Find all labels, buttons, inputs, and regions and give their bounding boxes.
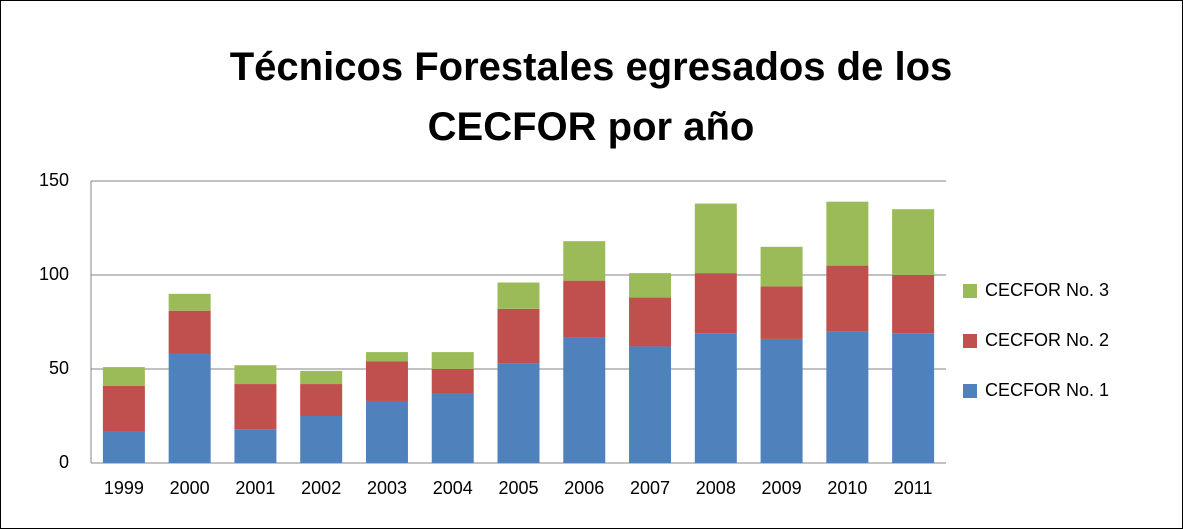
bar-segment [431,352,474,369]
bar-segment [629,346,672,463]
x-tick-label: 1999 [104,478,144,498]
y-tick-label: 0 [59,452,69,472]
bar-segment [826,331,869,463]
x-tick-label: 2001 [235,478,275,498]
bar-segment [102,385,145,432]
bar-segment [826,201,869,266]
bar-segment [365,352,408,362]
bar-segment [168,353,211,463]
bar-segment [629,297,672,347]
y-tick-label: 100 [39,264,69,284]
legend-swatch [963,284,977,298]
bar-segment [760,286,803,339]
bar-segment [629,273,672,298]
y-tick-label: 150 [39,170,69,190]
bar-segment [102,431,145,463]
bar-segment [300,416,343,463]
bar-segment [892,333,935,463]
x-tick-label: 2006 [564,478,604,498]
bar-segment [365,400,408,463]
x-tick-label: 2002 [301,478,341,498]
bar-segment [694,273,737,334]
x-tick-label: 2009 [762,478,802,498]
bar-segment [694,203,737,274]
bar-segment [826,265,869,332]
bar-segment [234,365,277,385]
bar-segment [497,308,540,364]
x-tick-label: 2007 [630,478,670,498]
bar-segment [892,209,935,275]
bar-segment [431,393,474,463]
legend-label: CECFOR No. 2 [985,330,1109,350]
bar-segment [760,246,803,287]
legend-label: CECFOR No. 3 [985,280,1109,300]
bar-segment [563,241,606,281]
bar-segment [497,282,540,309]
x-tick-label: 2000 [170,478,210,498]
bar-segment [892,275,935,334]
x-tick-label: 2004 [433,478,473,498]
bar-segment [102,367,145,386]
bar-segment [300,370,343,385]
bar-segment [168,293,211,311]
x-tick-label: 2011 [894,478,933,498]
x-tick-label: 2008 [696,478,736,498]
legend-swatch [963,334,977,348]
chart-title: Técnicos Forestales egresados de los CEC… [229,45,953,149]
bar-segment [431,369,474,394]
legend-swatch [963,384,977,398]
bar-segment [300,384,343,416]
bar-segment [563,337,606,463]
bar-segment [497,363,540,463]
bar-segment [563,280,606,338]
bar-segment [234,384,277,430]
y-tick-label: 50 [49,358,69,378]
bar-segment [234,429,277,463]
x-tick-label: 2005 [498,478,538,498]
x-tick-label: 2010 [827,478,867,498]
bar-segment [760,338,803,463]
bar-segment [694,333,737,463]
bar-segment [168,310,211,354]
x-tick-label: 2003 [367,478,407,498]
legend-label: CECFOR No. 1 [985,380,1109,400]
bar-segment [365,361,408,401]
